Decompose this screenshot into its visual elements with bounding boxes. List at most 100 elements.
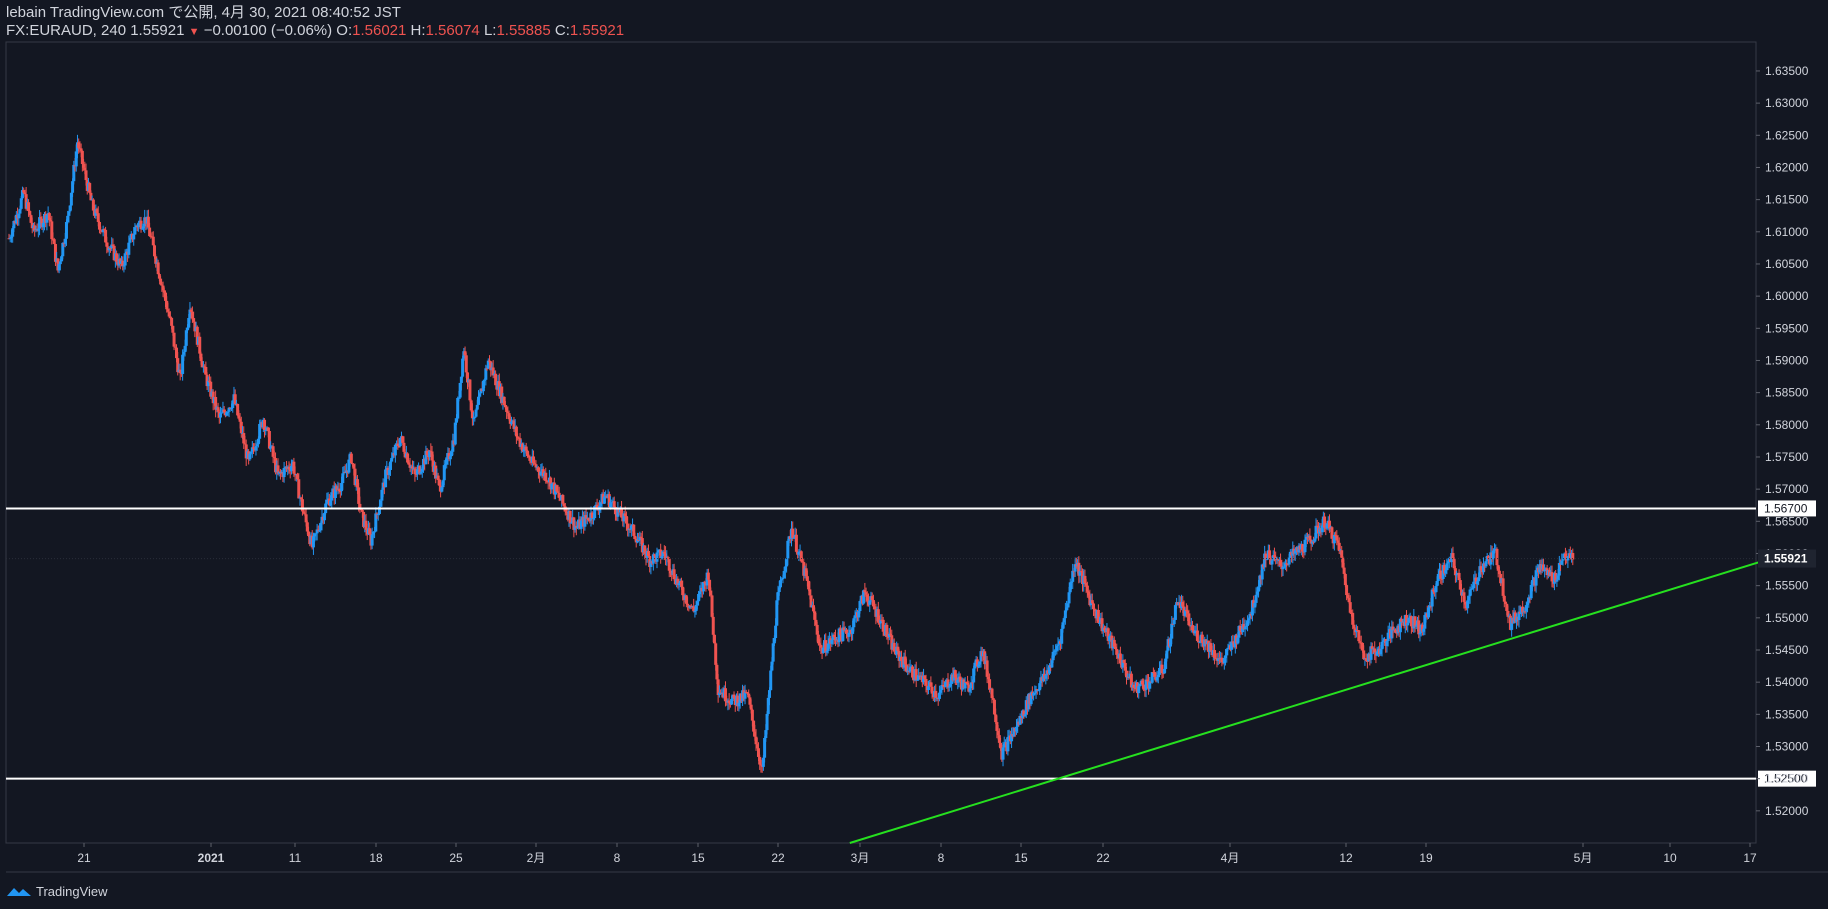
candle-body [1133, 688, 1137, 690]
candle-body [772, 638, 776, 644]
candle-body [978, 661, 982, 665]
candle-body [686, 603, 690, 606]
candle-body [22, 190, 26, 193]
candle-body [271, 446, 275, 457]
candle-body [33, 225, 37, 231]
candle-body [450, 451, 454, 457]
candle-body [183, 345, 187, 353]
time-tick-label: 22 [771, 851, 785, 865]
candle-body [379, 500, 383, 507]
candle-body [1268, 550, 1272, 560]
candle-body [1495, 548, 1499, 566]
candle-body [824, 640, 828, 653]
candle-body [1482, 563, 1486, 573]
trend-line-group[interactable] [849, 556, 1776, 844]
candle-body [1143, 689, 1147, 691]
candle-body [1067, 592, 1071, 604]
price-axis[interactable]: 1.52000 1.52500 1.53000 1.53500 1.54000 1.545… [6, 64, 1816, 818]
candle-body [973, 662, 977, 669]
candle-body [1036, 690, 1040, 692]
candle-body [1471, 588, 1475, 590]
candle-body [52, 239, 56, 245]
candle-body [242, 433, 246, 444]
candle-body [1341, 557, 1345, 568]
time-tick-label: 4月 [1221, 851, 1240, 865]
candle-body [1123, 662, 1127, 671]
candle-body [374, 513, 378, 532]
candle-body [996, 730, 1000, 736]
candle-body [752, 720, 756, 732]
candle-body [139, 220, 143, 230]
candle-body [897, 650, 901, 661]
candle-body [525, 450, 529, 456]
candle-body [712, 634, 716, 644]
candle-body [340, 483, 344, 492]
candle-body [1144, 679, 1148, 690]
candle-body [668, 570, 672, 574]
open-label: O: [336, 22, 353, 39]
candle-body [243, 443, 247, 445]
candle-body [231, 400, 235, 409]
candle-body [297, 479, 301, 499]
candle-body [1439, 570, 1443, 579]
candle-body [716, 679, 720, 696]
candle-body [112, 245, 116, 261]
candle-body [917, 675, 921, 680]
price-tick-label: 1.61000 [1765, 225, 1809, 239]
candle-body [1193, 630, 1197, 634]
candle-body [832, 634, 836, 638]
candle-body [475, 404, 479, 410]
candle-body [1161, 673, 1165, 675]
candle-body [786, 540, 790, 559]
candle-body [1236, 637, 1240, 644]
candle-body [1404, 615, 1408, 626]
candle-body [122, 265, 126, 267]
candle-body [420, 468, 424, 472]
candle-body [831, 634, 835, 640]
low-value: 1.55885 [496, 22, 551, 39]
candle-body [137, 222, 141, 228]
price-tick-label: 1.57000 [1765, 482, 1809, 496]
candle-body [958, 676, 962, 682]
candle-body [528, 456, 532, 461]
horizontal-levels[interactable]: 1.56700 1.52500 [6, 500, 1816, 787]
candle-body [573, 525, 577, 530]
price-tick-label: 1.63500 [1765, 64, 1809, 78]
horizontal-level-tag [1758, 500, 1816, 517]
candle-body [701, 581, 705, 592]
candle-body [456, 398, 460, 419]
candle-body [797, 551, 801, 555]
candle-body [1345, 585, 1349, 596]
candle-body [1254, 594, 1258, 603]
candle-body [1065, 607, 1069, 611]
candle-body [975, 659, 979, 667]
time-tick-label: 12 [1339, 851, 1353, 865]
candle-body [1162, 668, 1166, 674]
candle-body [1385, 641, 1389, 646]
candle-body [254, 446, 258, 451]
candle-body [1263, 553, 1267, 568]
candle-body [613, 507, 617, 515]
price-tick-label: 1.52000 [1765, 804, 1809, 818]
candle-body [1406, 622, 1410, 626]
candle-body [1171, 623, 1175, 625]
candle-body [640, 538, 644, 553]
candle-body [1330, 527, 1334, 539]
candle-body [1033, 692, 1037, 694]
candle-body [8, 238, 12, 240]
time-axis[interactable]: 21 2021 11 18 25 2月 8 15 22 3月 8 15 22 4月 12 19 5月 10 17 [77, 843, 1757, 865]
candle-body [96, 213, 100, 222]
candle-body [584, 515, 588, 519]
candle-body [1504, 601, 1508, 604]
candle-body [483, 379, 487, 381]
candle-body [1281, 566, 1285, 570]
candle-body [1517, 611, 1521, 621]
candle-body [1431, 589, 1435, 592]
candle-body [11, 228, 15, 237]
candle-body [1047, 665, 1051, 674]
candle-body [303, 513, 307, 515]
candle-body [165, 300, 169, 310]
candle-body [1491, 550, 1495, 560]
candle-body [459, 376, 463, 383]
